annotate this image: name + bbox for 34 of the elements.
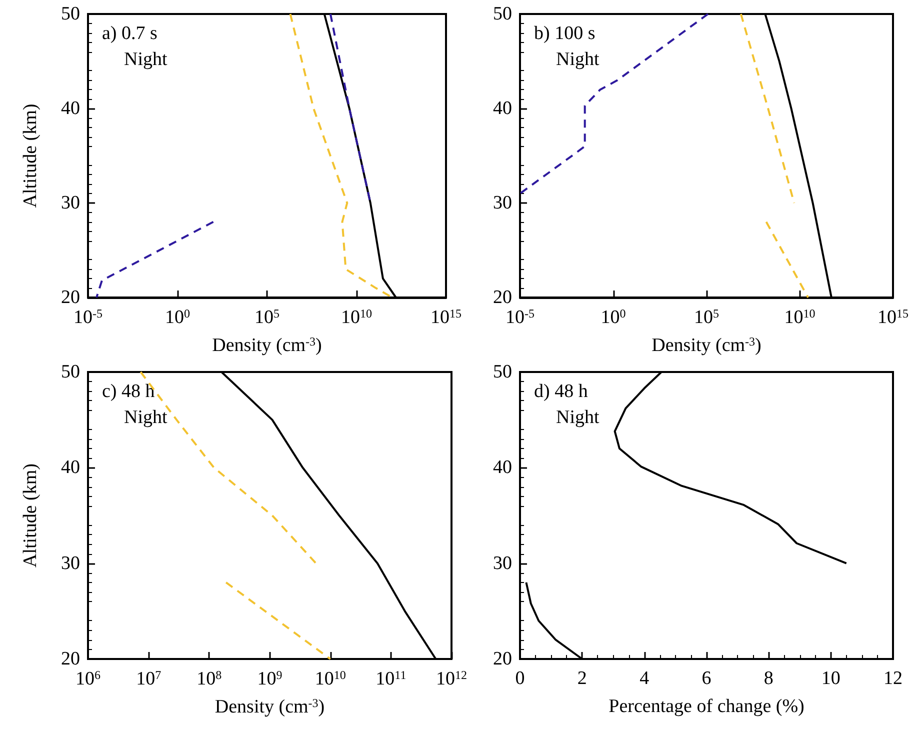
y-tick-label: 30 <box>61 552 80 574</box>
x-tick-label: 2 <box>577 668 587 689</box>
annotation: Night <box>124 49 168 70</box>
y-tick-label: 40 <box>493 457 512 478</box>
y-tick-label: 20 <box>493 648 512 670</box>
x-tick-label: 8 <box>764 668 774 689</box>
x-tick-label: 10 <box>821 668 840 689</box>
annotation: Night <box>556 49 600 70</box>
x-tick-label: 6 <box>702 668 712 689</box>
y-tick-label: 50 <box>493 362 512 382</box>
y-tick-label: 40 <box>61 98 80 119</box>
x-tick-label: 4 <box>640 668 650 689</box>
y-axis-title: Altitude (km) <box>20 464 41 568</box>
annotation: Night <box>124 407 168 428</box>
y-tick-label: 30 <box>61 192 80 214</box>
y-tick-label: 30 <box>493 552 512 574</box>
y-tick-label: 20 <box>493 287 512 308</box>
y-axis-title: Altitude (km) <box>20 104 41 208</box>
annotation: Night <box>556 407 600 428</box>
y-tick-label: 50 <box>61 362 80 382</box>
x-tick-label: 12 <box>884 668 902 689</box>
y-tick-label: 50 <box>493 4 512 24</box>
y-tick-label: 30 <box>493 192 512 214</box>
x-axis-title: Percentage of change (%) <box>608 696 804 717</box>
y-tick-label: 50 <box>61 4 80 24</box>
y-tick-label: 20 <box>61 287 80 308</box>
y-tick-label: 40 <box>493 98 512 119</box>
annotation: c) 48 h <box>102 381 156 402</box>
x-tick-label: 0 <box>515 668 525 689</box>
y-tick-label: 40 <box>61 457 80 478</box>
annotation: b) 100 s <box>534 23 596 44</box>
annotation: a) 0.7 s <box>102 23 158 44</box>
annotation: d) 48 h <box>534 381 588 402</box>
y-tick-label: 20 <box>61 648 80 670</box>
